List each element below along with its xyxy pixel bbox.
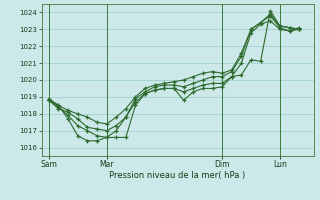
X-axis label: Pression niveau de la mer( hPa ): Pression niveau de la mer( hPa ) [109, 171, 246, 180]
